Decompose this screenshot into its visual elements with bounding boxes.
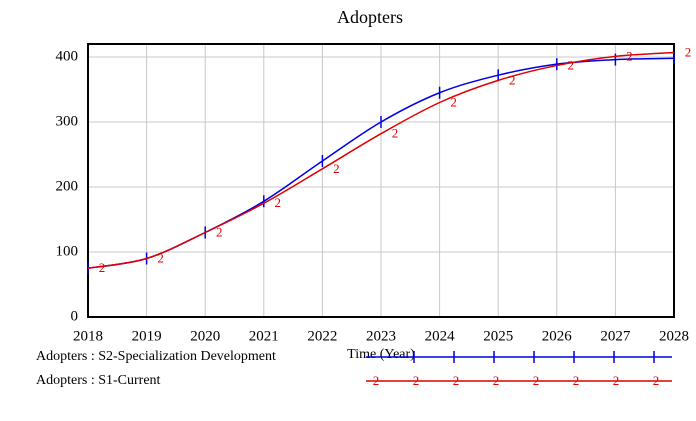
point-marker: 2 [568, 57, 575, 72]
x-tick-label: 2022 [307, 328, 337, 344]
x-tick-label: 2023 [366, 328, 396, 344]
point-marker: 2 [533, 373, 540, 388]
point-marker: 2 [392, 126, 399, 141]
point-marker: 2 [613, 373, 620, 388]
point-marker: 2 [493, 373, 500, 388]
point-marker: 2 [333, 161, 340, 176]
point-marker: 2 [99, 260, 106, 275]
legend-label: Adopters : S2-Specialization Development [36, 349, 276, 364]
point-marker: 2 [653, 373, 660, 388]
x-tick-label: 2018 [73, 328, 103, 344]
point-marker: 2 [157, 250, 164, 265]
legend-label: Adopters : S1-Current [36, 373, 161, 388]
point-marker: 2 [453, 373, 460, 388]
point-marker: 2 [373, 373, 380, 388]
point-marker: 2 [685, 44, 692, 59]
x-tick-label: 2020 [190, 328, 220, 344]
point-marker: 2 [413, 373, 420, 388]
chart-title: Adopters [337, 7, 403, 27]
y-tick-label: 0 [71, 308, 79, 324]
point-marker: 2 [626, 48, 633, 63]
x-tick-label: 2026 [542, 328, 573, 344]
x-tick-label: 2027 [600, 328, 631, 344]
point-marker: 2 [216, 224, 223, 239]
point-marker: 2 [573, 373, 580, 388]
x-tick-label: 2021 [249, 328, 279, 344]
x-tick-label: 2025 [483, 328, 513, 344]
x-tick-label: 2019 [132, 328, 162, 344]
series-line [87, 51, 675, 269]
y-tick-label: 100 [56, 243, 79, 259]
y-tick-label: 300 [56, 113, 79, 129]
x-axis-label: Time (Year) [347, 347, 415, 362]
x-tick-label: 2024 [425, 328, 456, 344]
y-tick-label: 200 [56, 178, 79, 194]
y-tick-label: 400 [56, 48, 79, 64]
x-tick-label: 2028 [659, 328, 689, 344]
point-marker: 2 [509, 72, 516, 87]
point-marker: 2 [275, 195, 282, 210]
point-marker: 2 [450, 94, 457, 109]
plot-frame [87, 43, 675, 318]
